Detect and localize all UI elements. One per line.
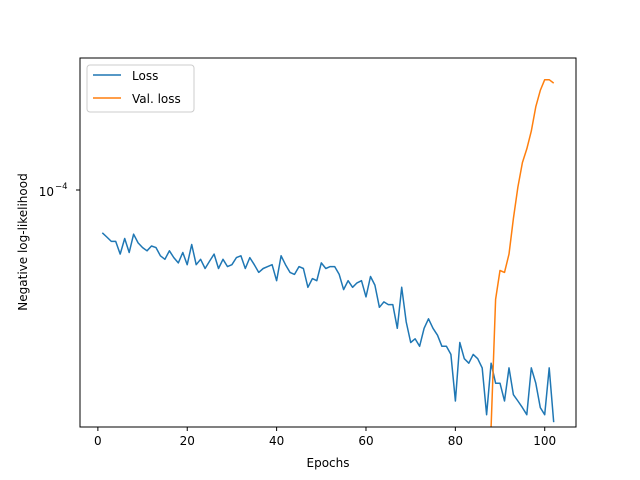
legend: Loss Val. loss bbox=[86, 64, 195, 113]
legend-label-loss: Loss bbox=[132, 69, 158, 83]
legend-label-val-loss: Val. loss bbox=[132, 92, 181, 106]
y-axis-label: Negative log-likelihood bbox=[16, 173, 30, 310]
y-tick-label: 10 bbox=[39, 185, 54, 199]
y-tick-label-exponent: −4 bbox=[55, 182, 68, 192]
series-layer bbox=[101, 78, 555, 428]
series-line-val-loss bbox=[490, 78, 555, 428]
y-axis: 10 −4 bbox=[39, 182, 80, 199]
series-line-loss bbox=[101, 232, 555, 423]
x-tick-label: 40 bbox=[269, 434, 284, 448]
plot-frame bbox=[79, 57, 577, 428]
x-tick-label: 60 bbox=[358, 434, 373, 448]
x-tick-label: 100 bbox=[533, 434, 556, 448]
x-tick-label: 80 bbox=[448, 434, 463, 448]
x-tick-label: 0 bbox=[94, 434, 102, 448]
x-tick-label: 20 bbox=[180, 434, 195, 448]
x-axis: 0 20 40 60 80 100 bbox=[94, 427, 556, 448]
x-axis-label: Epochs bbox=[307, 456, 350, 470]
legend-box bbox=[86, 64, 195, 113]
